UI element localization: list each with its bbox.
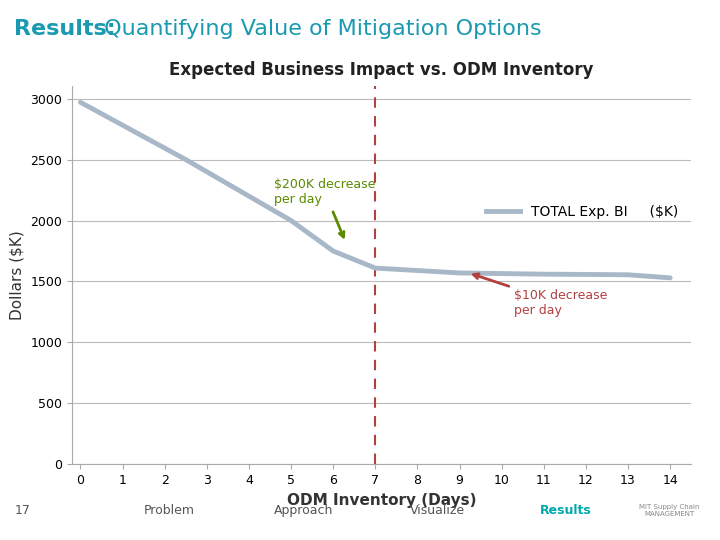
Text: Problem: Problem: [144, 504, 195, 517]
Text: 17: 17: [14, 504, 30, 517]
Text: Results: Results: [540, 504, 592, 517]
Title: Expected Business Impact vs. ODM Inventory: Expected Business Impact vs. ODM Invento…: [169, 61, 594, 79]
Text: $10K decrease
per day: $10K decrease per day: [474, 274, 608, 318]
Text: Quantifying Value of Mitigation Options: Quantifying Value of Mitigation Options: [97, 19, 542, 39]
Y-axis label: Dollars ($K): Dollars ($K): [10, 231, 25, 320]
Text: $200K decrease
per day: $200K decrease per day: [274, 179, 376, 237]
Text: Approach: Approach: [274, 504, 333, 517]
Text: Results:: Results:: [14, 19, 116, 39]
X-axis label: ODM Inventory (Days): ODM Inventory (Days): [287, 492, 477, 508]
Text: Visualize: Visualize: [410, 504, 466, 517]
Legend: TOTAL Exp. BI     ($K): TOTAL Exp. BI ($K): [480, 199, 684, 224]
Text: MIT Supply Chain
MANAGEMENT: MIT Supply Chain MANAGEMENT: [639, 504, 700, 517]
